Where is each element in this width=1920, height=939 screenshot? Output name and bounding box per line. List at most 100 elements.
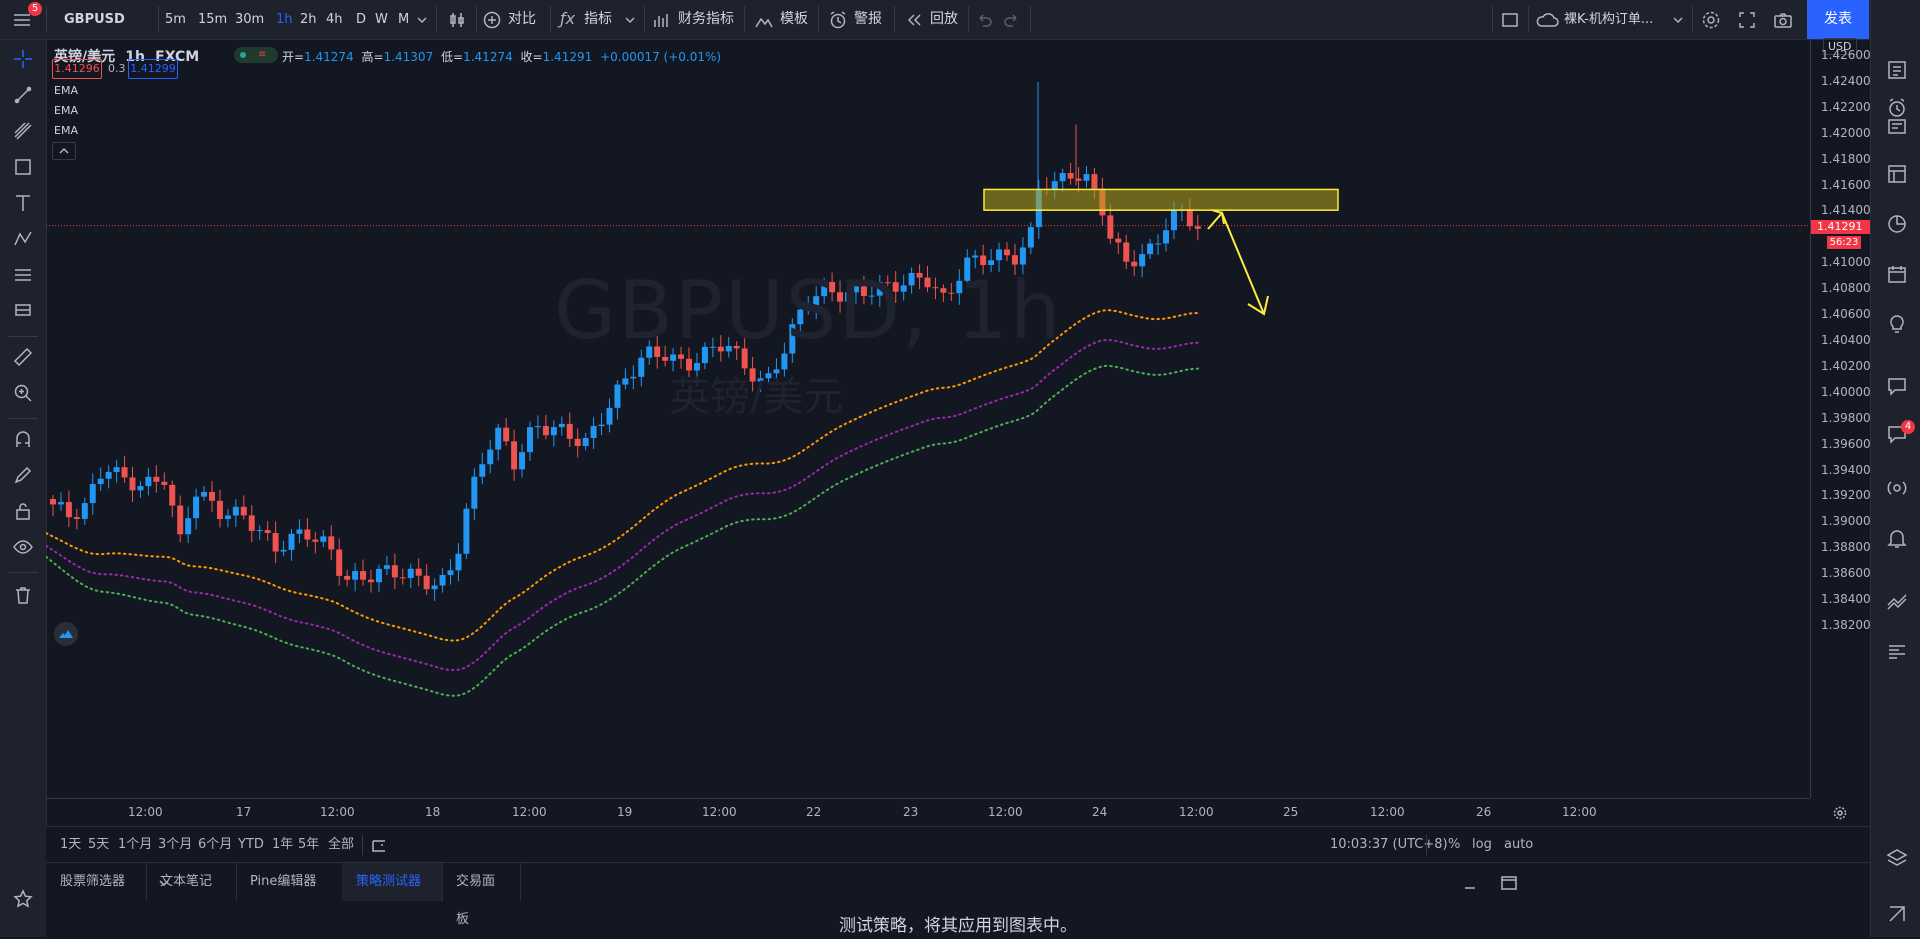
watchlist-icon[interactable] — [1885, 58, 1909, 82]
replay-rewind-icon[interactable] — [904, 10, 924, 30]
text-tool-icon[interactable] — [12, 192, 34, 214]
range-6[interactable]: 1年 — [272, 837, 294, 852]
pattern-icon[interactable] — [12, 228, 34, 250]
publish-button[interactable]: 发表 — [1807, 0, 1869, 39]
sell-button[interactable]: 1.41296 — [52, 59, 102, 79]
trend-line-icon[interactable] — [12, 84, 34, 106]
panel-tab-2[interactable]: Pine编辑器 — [236, 863, 343, 901]
indicators-button[interactable]: 指标 — [584, 11, 612, 27]
star-icon[interactable] — [12, 888, 34, 910]
percent-scale-toggle[interactable]: % — [1448, 837, 1461, 852]
interval-d[interactable]: D — [356, 12, 367, 27]
cloud-icon[interactable] — [1534, 10, 1560, 30]
data-window-icon[interactable] — [1885, 162, 1909, 186]
templates-icon[interactable] — [754, 10, 774, 30]
panel-tab-3[interactable]: 策略测试器 — [342, 863, 443, 901]
interval-15m[interactable]: 15m — [198, 12, 228, 27]
fullscreen-icon[interactable] — [1736, 9, 1758, 31]
notifications-bell-icon[interactable] — [1885, 526, 1909, 550]
icons-flag-icon[interactable] — [12, 300, 34, 322]
range-4[interactable]: 6个月 — [198, 837, 233, 852]
magnet-icon[interactable] — [12, 428, 34, 450]
interval-5m[interactable]: 5m — [165, 12, 186, 27]
log-scale-toggle[interactable]: log — [1472, 837, 1492, 852]
chevron-down-icon[interactable] — [622, 12, 638, 28]
trash-icon[interactable] — [12, 584, 34, 606]
price-axis[interactable]: USD 1.42600 1.42400 1.42200 1.42000 1.41800 1… — [1810, 38, 1871, 798]
range-2[interactable]: 1个月 — [118, 837, 153, 852]
clock-timezone[interactable]: 10:03:37 (UTC+8) — [1330, 837, 1448, 852]
settings-gear-icon[interactable] — [1700, 9, 1722, 31]
help-icon[interactable] — [1885, 902, 1909, 926]
range-1[interactable]: 5天 — [88, 837, 110, 852]
camera-icon[interactable] — [1772, 9, 1794, 31]
interval-2h[interactable]: 2h — [300, 12, 317, 27]
pitchfork-icon[interactable] — [12, 120, 34, 142]
interval-30m[interactable]: 30m — [235, 12, 265, 27]
calendar-icon[interactable] — [1885, 262, 1909, 286]
interval-w[interactable]: W — [375, 12, 388, 27]
chevron-down-icon[interactable] — [1670, 12, 1686, 28]
crosshair-icon[interactable] — [12, 48, 34, 70]
symbol-search-button[interactable]: GBPUSD — [64, 12, 125, 27]
alerts-button[interactable]: 警报 — [854, 11, 882, 27]
range-3[interactable]: 3个月 — [158, 837, 193, 852]
minimize-panel-icon[interactable] — [1462, 875, 1478, 891]
chart-pane[interactable]: GBPUSD, 1h 英镑/美元 英镑/美元 1h FXCM ≡ 开=1.412… — [46, 40, 1810, 798]
interval-1h[interactable]: 1h — [276, 12, 293, 27]
redo-icon[interactable] — [1002, 10, 1022, 30]
interval-m[interactable]: M — [398, 12, 410, 27]
maximize-panel-icon[interactable] — [1500, 874, 1518, 892]
indicator-ema-2[interactable]: EMA — [54, 104, 78, 117]
layout-square-icon[interactable] — [1500, 10, 1520, 30]
time-axis[interactable]: 12:00 17 12:00 18 12:00 19 12:00 22 23 12:00 24 12:… — [46, 798, 1847, 827]
financials-icon[interactable] — [652, 10, 672, 30]
layers-icon[interactable] — [1885, 846, 1909, 870]
tradingview-logo-icon[interactable] — [54, 622, 78, 646]
collapse-legend-icon[interactable] — [52, 142, 76, 160]
ruler-icon[interactable] — [12, 346, 34, 368]
chevron-down-icon[interactable] — [158, 877, 170, 889]
news-icon[interactable] — [1885, 114, 1909, 138]
indicators-fx-icon[interactable]: ƒx — [560, 9, 576, 28]
chevron-down-icon[interactable] — [414, 12, 430, 28]
panel-tab-1[interactable]: 文本笔记 — [146, 863, 237, 901]
panel-tab-0[interactable]: 股票筛选器 — [46, 863, 147, 901]
templates-button[interactable]: 模板 — [780, 11, 808, 27]
currency-label[interactable]: USD — [1823, 38, 1857, 55]
prediction-icon[interactable] — [12, 264, 34, 286]
chart-settings-gear-icon[interactable] — [1832, 805, 1848, 821]
replay-button[interactable]: 回放 — [930, 11, 958, 27]
alarm-clock-icon[interactable] — [828, 10, 848, 30]
trading-panel-icon[interactable] — [1885, 590, 1909, 614]
panel-tab-4[interactable]: 交易面板 — [442, 863, 521, 927]
layout-name-button[interactable]: 裸K-机构订单... — [1564, 12, 1654, 27]
range-5[interactable]: YTD — [238, 837, 264, 852]
buy-button[interactable]: 1.41299 — [128, 59, 178, 79]
indicator-ema-3[interactable]: EMA — [54, 124, 78, 137]
indicator-ema-1[interactable]: EMA — [54, 84, 78, 97]
ideas-bulb-icon[interactable] — [1885, 312, 1909, 336]
goto-date-icon[interactable] — [370, 836, 388, 854]
menu-icon[interactable] — [10, 8, 34, 32]
range-0[interactable]: 1天 — [60, 837, 82, 852]
eye-icon[interactable] — [12, 536, 34, 558]
range-8[interactable]: 全部 — [328, 837, 355, 852]
dom-icon[interactable] — [1885, 640, 1909, 664]
undo-icon[interactable] — [974, 10, 994, 30]
pencil-lock-icon[interactable] — [12, 464, 34, 486]
range-7[interactable]: 5年 — [298, 837, 320, 852]
hotlist-icon[interactable] — [1885, 212, 1909, 236]
alerts-clock-icon[interactable] — [1885, 96, 1909, 120]
compare-button[interactable]: 对比 — [508, 11, 536, 27]
candles-icon[interactable] — [446, 9, 468, 31]
auto-scale-toggle[interactable]: auto — [1504, 837, 1534, 852]
zoom-in-icon[interactable] — [12, 382, 34, 404]
streams-icon[interactable] — [1885, 476, 1909, 500]
financials-button[interactable]: 财务指标 — [678, 11, 734, 27]
interval-4h[interactable]: 4h — [326, 12, 343, 27]
chats-icon[interactable] — [1885, 374, 1909, 398]
compare-plus-icon[interactable] — [482, 10, 502, 30]
brush-shapes-icon[interactable] — [12, 156, 34, 178]
lock-icon[interactable] — [12, 500, 34, 522]
